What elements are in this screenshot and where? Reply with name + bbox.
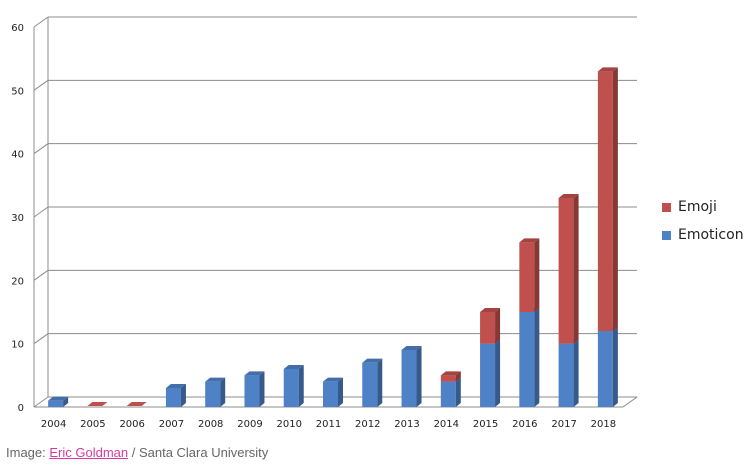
bar-zero-marker — [87, 402, 108, 406]
gridline-depth — [33, 396, 49, 408]
x-tick-label: 2005 — [80, 419, 105, 430]
legend-item-emoji: Emoji — [662, 198, 744, 216]
bar-emoticon-side — [495, 339, 501, 407]
bar-emoticon-front — [480, 343, 496, 407]
bar-emoticon-side — [180, 384, 186, 407]
bar-emoji-front — [480, 312, 496, 344]
x-tick-label: 2004 — [41, 419, 66, 430]
bar-emoticon-top — [205, 377, 226, 382]
bar-emoticon-side — [416, 346, 422, 407]
image-credit: Image: Eric Goldman / Santa Clara Univer… — [6, 445, 268, 460]
bar-emoticon-side — [63, 396, 69, 407]
y-tick-label: 50 — [11, 86, 24, 97]
legend-item-emoticon: Emoticon — [662, 226, 744, 244]
credit-link[interactable]: Eric Goldman — [49, 445, 129, 460]
x-tick-label: 2015 — [473, 419, 498, 430]
x-tick-label: 2010 — [277, 419, 302, 430]
y-tick-label: 60 — [11, 23, 24, 34]
bar-emoji-side — [455, 371, 461, 382]
bar-zero-marker — [126, 402, 147, 406]
y-tick-label: 30 — [11, 213, 24, 224]
bar-emoticon-front — [205, 381, 221, 407]
x-tick-label: 2013 — [394, 419, 419, 430]
bar-emoji-side — [534, 238, 540, 312]
bar-emoji-top — [558, 194, 579, 198]
credit-suffix: / Santa Clara University — [128, 445, 269, 460]
gridline-depth — [33, 16, 49, 28]
bar-emoji-side — [495, 308, 501, 344]
floor-edge — [622, 396, 638, 408]
y-tick-label: 20 — [11, 276, 24, 287]
bar-emoji-side — [573, 194, 579, 344]
bar-emoticon-top — [48, 396, 69, 401]
bar-emoticon-side — [534, 308, 540, 407]
gridline-depth — [33, 79, 49, 91]
gridline-depth — [33, 333, 49, 345]
bar-emoticon-side — [573, 339, 579, 407]
bar-emoji-front — [597, 71, 613, 331]
bar-emoticon-top — [244, 371, 265, 376]
bar-emoticon-front — [558, 343, 574, 407]
y-tick-label: 10 — [11, 340, 24, 351]
bar-emoji-top — [519, 238, 540, 243]
bar-emoji-top — [597, 67, 618, 72]
bar-emoticon-front — [244, 375, 260, 407]
bar-emoticon-front — [519, 312, 535, 407]
legend-swatch-emoji — [662, 202, 671, 212]
gridline-depth — [33, 269, 49, 281]
bar-emoticon-top — [401, 346, 422, 350]
legend-swatch-emoticon — [662, 230, 671, 240]
gridline-depth — [33, 206, 49, 218]
gridlines — [33, 16, 637, 408]
x-tick-label: 2011 — [316, 419, 341, 430]
bar-emoticon-side — [220, 377, 226, 407]
bar-emoticon-side — [455, 377, 461, 407]
x-tick-label: 2007 — [159, 419, 184, 430]
y-tick-label: 40 — [11, 150, 24, 161]
x-tick-label: 2014 — [434, 419, 459, 430]
x-tick-label: 2012 — [355, 419, 380, 430]
bar-emoticon-front — [401, 350, 417, 407]
bar-emoticon-top — [362, 358, 383, 363]
y-tick-label: 0 — [18, 403, 24, 414]
stacked-bar-chart: 0 10 20 30 40 50 60 2004 2005 2006 2007 2008 2009 201… — [11, 16, 638, 430]
gridline-depth — [33, 143, 49, 155]
x-tick-label: 2008 — [198, 419, 223, 430]
bar-emoticon-front — [323, 381, 338, 407]
bar-emoticon-top — [283, 365, 304, 369]
legend-label-emoticon: Emoticon — [678, 227, 744, 243]
bar-emoticon-side — [377, 358, 383, 407]
bar-emoticon-side — [338, 377, 343, 407]
bar-emoticon-side — [298, 365, 304, 407]
bar-emoticon-front — [283, 369, 299, 407]
bar-emoticon-front — [48, 400, 64, 407]
legend-label-emoji: Emoji — [678, 199, 717, 215]
x-tick-label: 2006 — [119, 419, 144, 430]
bar-emoticon-side — [612, 327, 618, 407]
credit-prefix: Image: — [6, 445, 50, 460]
bar-emoticon-front — [362, 362, 378, 407]
x-tick-label: 2009 — [237, 419, 262, 430]
x-tick-label: 2017 — [551, 419, 576, 430]
bar-emoji-front — [440, 375, 456, 382]
bar-emoji-side — [612, 67, 618, 331]
axes — [33, 17, 638, 408]
bar-emoticon-side — [259, 371, 265, 407]
bar-emoji-top — [440, 371, 461, 376]
x-tick-label: 2016 — [512, 419, 537, 430]
bar-emoticon-top — [165, 384, 186, 388]
bar-emoji-top — [480, 308, 501, 312]
bar-emoticon-front — [597, 331, 613, 407]
bar-emoticon-front — [440, 381, 456, 407]
legend: Emoji Emoticon — [662, 198, 744, 254]
bar-emoji-front — [558, 198, 574, 344]
tick-labels: 0 10 20 30 40 50 60 2004 2005 2006 2007 2008 2009 201… — [11, 23, 616, 430]
bars — [48, 67, 618, 407]
bar-emoticon-front — [165, 388, 181, 407]
bar-emoji-front — [519, 242, 535, 312]
bar-emoticon-top — [323, 377, 343, 382]
x-tick-label: 2018 — [591, 419, 616, 430]
